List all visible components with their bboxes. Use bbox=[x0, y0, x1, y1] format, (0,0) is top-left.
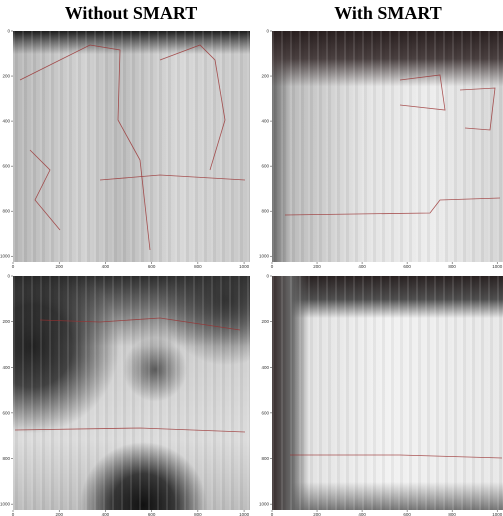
column-title: With SMART bbox=[334, 3, 442, 23]
edge-line bbox=[160, 45, 225, 170]
y-tick-label: 1000 bbox=[259, 502, 270, 507]
edge-line bbox=[40, 318, 240, 330]
y-tick-label: 1000 bbox=[0, 502, 10, 507]
x-tick-label: 200 bbox=[55, 512, 63, 516]
x-tick-label: 0 bbox=[271, 512, 274, 516]
edge-line bbox=[20, 45, 150, 250]
y-tick-label: 1000 bbox=[259, 254, 270, 259]
y-tick-label: 0 bbox=[266, 29, 269, 34]
y-tick-label: 400 bbox=[261, 365, 269, 370]
y-tick-label: 0 bbox=[266, 274, 269, 279]
x-tick-label: 1000 bbox=[492, 264, 503, 269]
x-tick-label: 1000 bbox=[239, 264, 250, 269]
x-tick-label: 400 bbox=[102, 512, 110, 516]
x-tick-label: 800 bbox=[448, 264, 456, 269]
x-tick-label: 400 bbox=[358, 512, 366, 516]
edge-line bbox=[460, 88, 495, 130]
x-tick-label: 800 bbox=[194, 512, 202, 516]
y-tick-label: 1000 bbox=[0, 254, 10, 259]
x-tick-label: 200 bbox=[313, 264, 321, 269]
y-tick-label: 400 bbox=[261, 119, 269, 124]
x-tick-label: 400 bbox=[358, 264, 366, 269]
y-tick-label: 200 bbox=[261, 74, 269, 79]
y-tick-label: 600 bbox=[261, 410, 269, 415]
x-tick-label: 600 bbox=[403, 512, 411, 516]
edge-line bbox=[30, 150, 60, 230]
column-title: Without SMART bbox=[65, 3, 198, 23]
x-tick-label: 600 bbox=[148, 264, 156, 269]
x-tick-label: 0 bbox=[12, 264, 15, 269]
x-tick-label: 1000 bbox=[492, 512, 503, 516]
x-tick-label: 600 bbox=[148, 512, 156, 516]
edge-line bbox=[290, 455, 502, 458]
x-tick-label: 800 bbox=[194, 264, 202, 269]
edge-line bbox=[285, 198, 500, 215]
x-tick-label: 0 bbox=[271, 264, 274, 269]
y-tick-label: 800 bbox=[261, 209, 269, 214]
y-tick-label: 800 bbox=[261, 456, 269, 461]
y-tick-label: 200 bbox=[2, 74, 10, 79]
y-tick-label: 600 bbox=[2, 164, 10, 169]
x-tick-label: 600 bbox=[403, 264, 411, 269]
figure: Without SMART With SMART 0 200 400 600 800 10… bbox=[0, 0, 503, 516]
y-tick-label: 800 bbox=[2, 456, 10, 461]
y-tick-label: 0 bbox=[7, 29, 10, 34]
x-tick-label: 800 bbox=[448, 512, 456, 516]
edge-line bbox=[15, 428, 245, 432]
edge-line bbox=[400, 75, 445, 110]
y-tick-label: 200 bbox=[2, 319, 10, 324]
y-tick-label: 600 bbox=[2, 410, 10, 415]
overlay: Without SMART With SMART 0 200 400 600 800 10… bbox=[0, 0, 503, 516]
x-tick-label: 200 bbox=[313, 512, 321, 516]
x-tick-label: 1000 bbox=[239, 512, 250, 516]
y-tick-label: 0 bbox=[7, 274, 10, 279]
x-tick-label: 0 bbox=[12, 512, 15, 516]
edge-line bbox=[100, 175, 245, 180]
y-tick-label: 400 bbox=[2, 119, 10, 124]
y-tick-label: 200 bbox=[261, 319, 269, 324]
y-tick-label: 600 bbox=[261, 164, 269, 169]
edges bbox=[15, 45, 502, 458]
x-tick-label: 400 bbox=[102, 264, 110, 269]
x-tick-label: 200 bbox=[55, 264, 63, 269]
y-tick-label: 800 bbox=[2, 209, 10, 214]
y-tick-label: 400 bbox=[2, 365, 10, 370]
